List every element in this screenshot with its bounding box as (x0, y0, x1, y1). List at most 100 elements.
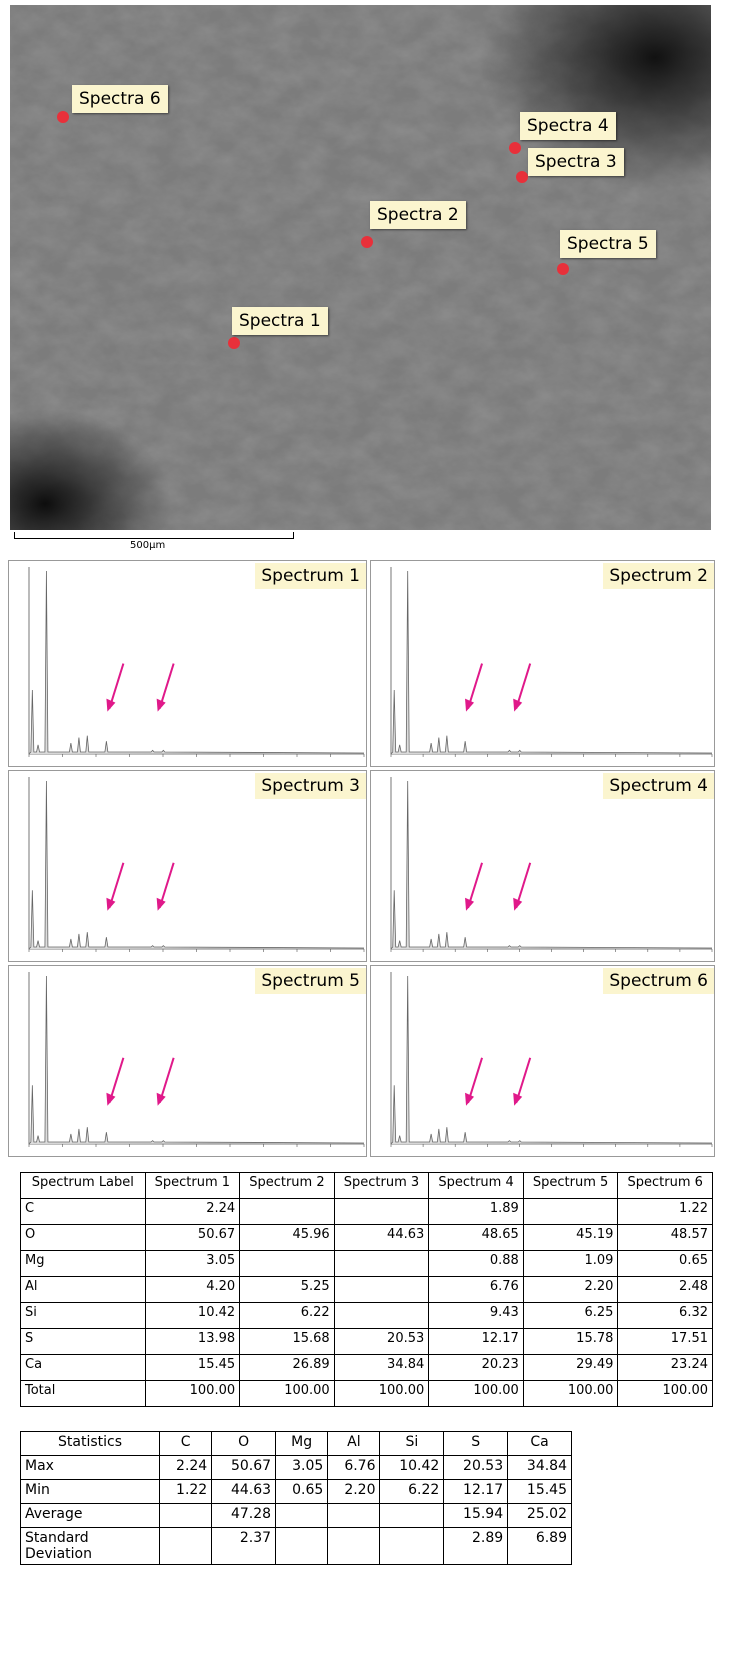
table-cell (276, 1504, 328, 1528)
table-cell: 25.02 (508, 1504, 572, 1528)
table-cell: 100.00 (334, 1381, 429, 1407)
table-cell: 17.51 (618, 1329, 713, 1355)
table-cell: 2.20 (523, 1277, 618, 1303)
table-cell (328, 1504, 380, 1528)
spectrum-trace (29, 571, 364, 754)
table-cell: 20.23 (429, 1355, 524, 1381)
table-cell (334, 1303, 429, 1329)
header-cell: Spectrum 1 (145, 1173, 240, 1199)
spectrum-plot (371, 771, 714, 961)
table-cell: Mg (21, 1251, 146, 1277)
table-cell: 9.43 (429, 1303, 524, 1329)
table-cell: 100.00 (429, 1381, 524, 1407)
table-cell: 45.96 (240, 1225, 335, 1251)
table-cell: 0.65 (276, 1480, 328, 1504)
table-cell: 100.00 (240, 1381, 335, 1407)
table-cell: 20.53 (444, 1456, 508, 1480)
spectrum-title: Spectrum 5 (255, 968, 366, 994)
table-cell (240, 1251, 335, 1277)
table-cell: 1.22 (160, 1480, 212, 1504)
table-cell: 15.45 (145, 1355, 240, 1381)
header-cell: S (444, 1432, 508, 1456)
table-cell: 6.25 (523, 1303, 618, 1329)
table-row: Al4.205.256.762.202.48 (21, 1277, 713, 1303)
marker-label: Spectra 1 (232, 307, 328, 335)
marker-dot (509, 142, 521, 154)
table-cell: 15.78 (523, 1329, 618, 1355)
table-cell: 12.17 (429, 1329, 524, 1355)
axes (29, 972, 364, 1144)
table-cell: Si (21, 1303, 146, 1329)
marker-label: Spectra 6 (72, 85, 168, 113)
table-cell: O (21, 1225, 146, 1251)
axes (29, 567, 364, 754)
table-cell: 44.63 (212, 1480, 276, 1504)
header-cell: Spectrum Label (21, 1173, 146, 1199)
table-cell: 6.32 (618, 1303, 713, 1329)
table-cell (334, 1199, 429, 1225)
table-cell (380, 1528, 444, 1565)
table-cell: 48.65 (429, 1225, 524, 1251)
marker-dot (361, 236, 373, 248)
table-cell: 2.20 (328, 1480, 380, 1504)
axes (391, 777, 712, 949)
spectrum-plot (9, 966, 366, 1156)
table-cell: 26.89 (240, 1355, 335, 1381)
header-cell: Statistics (21, 1432, 160, 1456)
table-cell: 45.19 (523, 1225, 618, 1251)
spectrum-trace (29, 781, 364, 949)
scale-label: 500µm (130, 540, 165, 551)
table-cell (334, 1277, 429, 1303)
table-cell: 20.53 (334, 1329, 429, 1355)
table-cell: Max (21, 1456, 160, 1480)
header-cell: Ca (508, 1432, 572, 1456)
table-cell: 10.42 (380, 1456, 444, 1480)
spectrum-title: Spectrum 3 (255, 773, 366, 799)
table-cell: 2.24 (160, 1456, 212, 1480)
sem-image (10, 5, 711, 530)
header-cell: Spectrum 6 (618, 1173, 713, 1199)
table-cell: 100.00 (618, 1381, 713, 1407)
marker-dot (228, 337, 240, 349)
table-cell: 0.65 (618, 1251, 713, 1277)
spectrum-plot (371, 561, 714, 766)
table-cell: 2.37 (212, 1528, 276, 1565)
header-cell: Si (380, 1432, 444, 1456)
table-cell: 100.00 (523, 1381, 618, 1407)
table-cell: 15.94 (444, 1504, 508, 1528)
table-cell: 34.84 (508, 1456, 572, 1480)
axes (391, 972, 712, 1144)
table-cell: 6.89 (508, 1528, 572, 1565)
table-cell: 50.67 (145, 1225, 240, 1251)
header-cell: Spectrum 2 (240, 1173, 335, 1199)
table-cell: 15.68 (240, 1329, 335, 1355)
marker-label: Spectra 5 (560, 230, 656, 258)
table-cell (160, 1528, 212, 1565)
spectrum-trace (391, 781, 712, 949)
axes (29, 777, 364, 949)
header-cell: Al (328, 1432, 380, 1456)
table-row: Average47.2815.9425.02 (21, 1504, 572, 1528)
statistics-table: StatisticsCOMgAlSiSCaMax2.2450.673.056.7… (20, 1431, 572, 1565)
table-cell: 50.67 (212, 1456, 276, 1480)
spectrum-panel: Spectrum 4 (370, 770, 715, 962)
table-cell: C (21, 1199, 146, 1225)
marker-label: Spectra 4 (520, 112, 616, 140)
table-cell: Total (21, 1381, 146, 1407)
table-cell: Average (21, 1504, 160, 1528)
table-cell: Min (21, 1480, 160, 1504)
marker-dot (557, 263, 569, 275)
table-cell: 5.25 (240, 1277, 335, 1303)
table-cell: 6.76 (328, 1456, 380, 1480)
header-cell: Spectrum 5 (523, 1173, 618, 1199)
